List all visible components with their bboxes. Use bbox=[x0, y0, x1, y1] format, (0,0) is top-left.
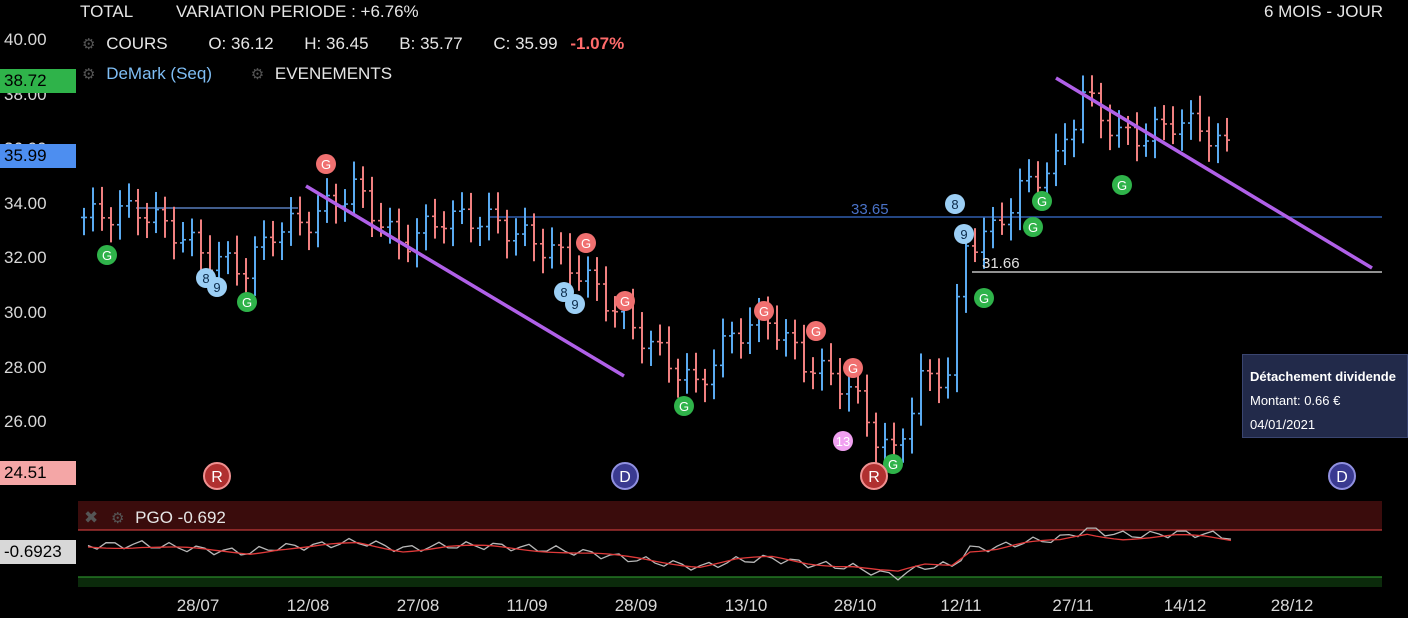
x-tick-label: 28/09 bbox=[614, 596, 658, 615]
event-r-text: R bbox=[211, 469, 223, 486]
signal-seq-text: 8 bbox=[202, 271, 209, 286]
low-value: B: 35.77 bbox=[399, 34, 463, 53]
signal-g-green bbox=[674, 396, 694, 416]
support-label: 31.66 bbox=[982, 255, 1020, 272]
signal-g-green bbox=[1112, 175, 1132, 195]
gear-icon[interactable]: ⚙ bbox=[82, 36, 96, 53]
oscillator-tag: -0.6923 bbox=[0, 540, 76, 564]
signal-g-red bbox=[806, 321, 826, 341]
resistance-label: 33.65 bbox=[851, 201, 889, 218]
signal-g-green bbox=[1023, 217, 1043, 237]
oscillator-signal bbox=[87, 533, 1232, 572]
symbol-label: TOTAL bbox=[80, 2, 134, 21]
signal-g-green-text: G bbox=[888, 457, 898, 472]
signal-13 bbox=[833, 431, 853, 451]
event-r-text: R bbox=[868, 469, 880, 486]
event-d bbox=[611, 462, 639, 490]
signal-seq bbox=[954, 224, 974, 244]
signal-g-green-text: G bbox=[1037, 194, 1047, 209]
signal-g-red bbox=[316, 154, 336, 174]
signal-g-green bbox=[237, 292, 257, 312]
x-tick-label: 12/08 bbox=[286, 596, 330, 615]
tooltip-title: Détachement dividende bbox=[1250, 369, 1396, 384]
events-label: EVENEMENTS bbox=[274, 64, 393, 83]
signal-seq bbox=[945, 194, 965, 214]
cours-label: COURS bbox=[106, 34, 168, 53]
signal-seq bbox=[207, 277, 227, 297]
oscillator-lower-band bbox=[78, 577, 1382, 587]
dividend-tooltip: Détachement dividende Montant: 0.66 € 04… bbox=[1242, 354, 1408, 438]
y-tick-label: 28.00 bbox=[4, 357, 47, 377]
event-r bbox=[860, 462, 888, 490]
variation-label: VARIATION PERIODE : +6.76% bbox=[176, 2, 419, 21]
signal-g-green-text: G bbox=[1028, 220, 1038, 235]
signal-g-green-text: G bbox=[102, 248, 112, 263]
signal-g-red-text: G bbox=[321, 157, 331, 172]
x-tick-label: 28/10 bbox=[833, 596, 877, 615]
signal-g-red bbox=[576, 233, 596, 253]
gear-icon[interactable]: ⚙ bbox=[82, 66, 96, 83]
event-r bbox=[203, 462, 231, 490]
oscillator-series bbox=[87, 527, 1232, 581]
high-price-tag: 38.72 bbox=[0, 69, 76, 93]
y-tick-label: 32.00 bbox=[4, 248, 47, 268]
gear-icon[interactable]: ⚙ bbox=[110, 510, 125, 527]
signal-g-green bbox=[974, 288, 994, 308]
indicator-label: DeMark (Seq) bbox=[106, 64, 212, 83]
high-value: H: 36.45 bbox=[304, 34, 369, 53]
tooltip-date: 04/01/2021 bbox=[1250, 417, 1316, 432]
signal-g-green-text: G bbox=[979, 291, 989, 306]
close-icon[interactable]: ✖ bbox=[84, 508, 99, 527]
event-d bbox=[1328, 462, 1356, 490]
trend-line bbox=[305, 184, 625, 378]
signal-seq-text: 9 bbox=[960, 227, 967, 242]
open-value: O: 36.12 bbox=[208, 34, 274, 53]
signal-g-red-text: G bbox=[581, 236, 591, 251]
signal-g-green bbox=[1032, 191, 1052, 211]
signal-g-red-text: G bbox=[620, 294, 630, 309]
signal-seq-text: 9 bbox=[571, 297, 578, 312]
signal-g-red bbox=[615, 291, 635, 311]
signal-seq bbox=[565, 294, 585, 314]
event-d-text: D bbox=[619, 469, 631, 486]
close-value: C: 35.99 bbox=[493, 34, 558, 53]
signal-g-green-text: G bbox=[1117, 178, 1127, 193]
trend-line bbox=[1055, 76, 1373, 270]
last-price-tag: 35.99 bbox=[0, 144, 76, 168]
signal-seq-text: 8 bbox=[951, 197, 958, 212]
oscillator-label: PGO -0.692 bbox=[135, 508, 226, 527]
y-tick-label: 34.00 bbox=[4, 193, 47, 213]
y-tick-label: 40.00 bbox=[4, 30, 47, 49]
x-tick-label: 14/12 bbox=[1163, 596, 1207, 615]
signal-g-red-text: G bbox=[811, 324, 821, 339]
y-tick-label: 30.00 bbox=[4, 303, 47, 322]
x-tick-label: 13/10 bbox=[724, 596, 768, 615]
event-d-text: D bbox=[1336, 469, 1348, 486]
signal-seq-text: 9 bbox=[213, 280, 220, 295]
x-tick-label: 28/12 bbox=[1270, 596, 1314, 615]
gear-icon[interactable]: ⚙ bbox=[250, 66, 265, 83]
signal-g-red-text: G bbox=[848, 361, 858, 376]
signal-g-green bbox=[883, 454, 903, 474]
oscillator-upper-band bbox=[78, 501, 1382, 530]
signal-seq-text: 8 bbox=[560, 285, 567, 300]
signal-g-green-text: G bbox=[242, 295, 252, 310]
x-tick-label: 27/08 bbox=[396, 596, 440, 615]
low-price-tag: 24.51 bbox=[0, 461, 76, 485]
signal-g-green-text: G bbox=[679, 399, 689, 414]
signal-g-red bbox=[754, 301, 774, 321]
signal-g-red bbox=[843, 358, 863, 378]
change-value: -1.07% bbox=[570, 34, 625, 53]
y-tick-label: 26.00 bbox=[4, 412, 47, 432]
period-selector[interactable]: 6 MOIS - JOUR bbox=[1264, 2, 1384, 21]
x-tick-label: 11/09 bbox=[506, 596, 548, 615]
signal-g-red-text: G bbox=[759, 304, 769, 319]
signal-g-green bbox=[97, 245, 117, 265]
tooltip-amount: Montant: 0.66 € bbox=[1250, 393, 1341, 408]
x-tick-label: 12/11 bbox=[940, 596, 982, 615]
signal-13-text: 13 bbox=[836, 434, 850, 449]
x-tick-label: 27/11 bbox=[1052, 596, 1094, 615]
x-tick-label: 28/07 bbox=[176, 596, 220, 615]
